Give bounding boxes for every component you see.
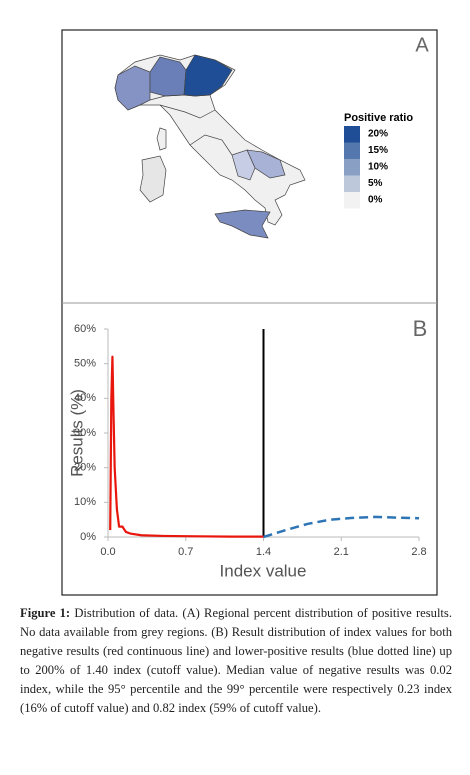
legend-label: 15% [368,145,388,156]
plot: 0% 10% 20% 30% 40% 50% 60% 0.0 0.7 1.4 2.1 2.8 [74,323,427,558]
caption-label: Figure 1: [20,606,71,620]
y-tick-label: 60% [74,323,96,335]
y-axis-label: Results (%) [67,389,86,477]
mainland [114,54,306,226]
x-tick-label: 1.4 [256,546,271,558]
legend-swatch [344,126,360,143]
figure: A Positive ratio 20% 15% 10% 5% 0% B Index v… [61,29,438,596]
corsica [156,127,167,151]
legend-swatch [344,159,360,176]
legend-label: 5% [368,178,383,189]
caption-text: Distribution of data. (A) Regional perce… [20,606,452,715]
sicily [214,209,271,239]
legend-label: 0% [368,195,383,206]
region-border [189,134,233,156]
x-tick-label: 2.8 [411,546,426,558]
region [231,149,256,181]
y-tick-label: 20% [74,462,96,474]
y-tick-label: 30% [74,427,96,439]
panel-label: B [413,316,428,341]
panel-label: A [415,34,429,56]
map [114,54,306,239]
legend-swatch [344,142,360,159]
region-border [159,104,216,119]
x-tick-label: 0.7 [178,546,193,558]
legend: 20% 15% 10% 5% 0% [344,126,388,209]
legend-title: Positive ratio [344,112,413,124]
series-line [263,515,420,539]
y-tick-label: 0% [80,531,96,543]
sardinia [139,155,167,203]
legend-label: 20% [368,129,388,140]
legend-label: 10% [368,162,388,173]
y-tick-label: 50% [74,358,96,370]
x-tick-label: 0.0 [100,546,115,558]
legend-swatch [344,192,360,209]
x-axis-label: Index value [220,561,307,580]
region-border [149,94,211,101]
y-tick-label: 10% [74,496,96,508]
series-line [109,355,264,538]
region [114,65,151,111]
x-tick-label: 2.1 [334,546,349,558]
legend-swatch [344,175,360,192]
caption: Figure 1: Distribution of data. (A) Regi… [20,604,452,718]
y-tick-label: 40% [74,392,96,404]
